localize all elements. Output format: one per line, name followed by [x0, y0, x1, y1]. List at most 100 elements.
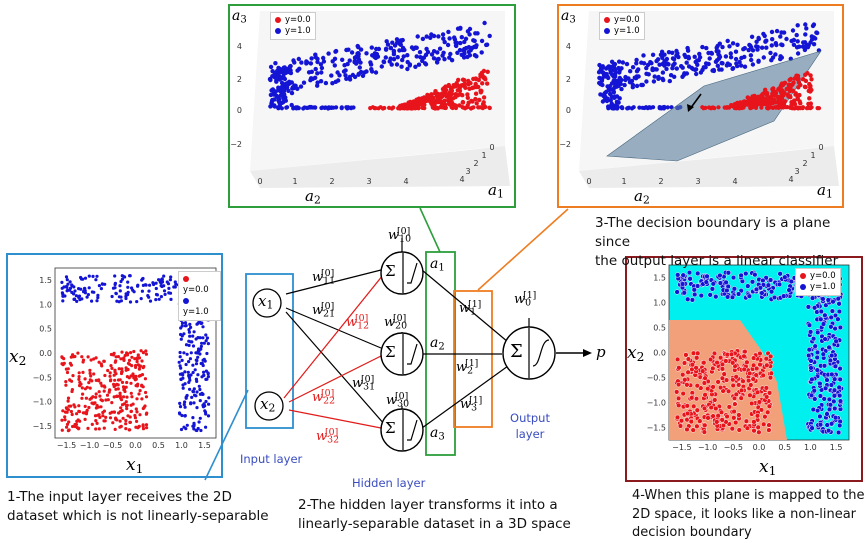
- weight-w22: w22[0]: [312, 388, 336, 407]
- class1-point: [694, 71, 699, 77]
- class1-point: [692, 54, 697, 59]
- class1-point: [191, 334, 195, 338]
- class1-point: [442, 39, 447, 45]
- class1-point: [670, 50, 675, 55]
- class0-point: [124, 385, 128, 389]
- class1-point: [187, 343, 191, 347]
- class1-point: [77, 295, 81, 299]
- class1-point: [180, 413, 184, 418]
- class1-point: [465, 29, 471, 34]
- class1-point: [742, 64, 748, 69]
- class1-point: [598, 82, 603, 87]
- class0-point: [803, 84, 808, 90]
- class0-point: [749, 400, 755, 407]
- boundary-plot-panel: −1.5 −1.0 −0.5 0.0 0.5 1.0 1.5 1.5 1.0 0.5 0.0 −0.5…: [625, 256, 863, 482]
- tick-label: 0: [257, 177, 262, 186]
- tick-label: 2: [802, 159, 807, 168]
- class1-point: [195, 428, 199, 433]
- tick-label: −1.0: [647, 399, 666, 408]
- class1-point: [613, 94, 618, 99]
- class1-point: [765, 282, 772, 288]
- class1-point: [659, 106, 664, 111]
- class1-point: [414, 45, 419, 50]
- legend-class1: y=1.0: [183, 307, 209, 317]
- class1-point: [637, 105, 642, 110]
- class1-point: [355, 43, 360, 49]
- class1-point: [641, 53, 646, 58]
- class1-point: [812, 396, 818, 402]
- class0-point: [720, 422, 727, 429]
- class0-point: [88, 378, 92, 382]
- class1-point: [178, 355, 182, 359]
- class1-point: [70, 290, 74, 294]
- class1-point: [271, 92, 277, 97]
- class0-point: [474, 101, 479, 106]
- class1-point: [321, 55, 326, 61]
- class1-point: [118, 289, 122, 293]
- class1-point: [358, 47, 364, 52]
- class0-point: [118, 425, 122, 429]
- class0-point: [116, 378, 121, 382]
- class1-point: [329, 105, 334, 110]
- class0-point: [726, 404, 732, 410]
- class0-point: [766, 96, 772, 101]
- class1-point: [828, 314, 834, 321]
- class0-point: [760, 372, 766, 379]
- tick-label: 4: [403, 177, 408, 186]
- legend-class0: y=0.0: [614, 15, 640, 25]
- class1-point: [60, 286, 64, 290]
- class1-point: [87, 286, 91, 290]
- tick-label: 4: [237, 42, 242, 51]
- class0-point: [119, 398, 124, 402]
- class1-point: [482, 20, 487, 26]
- class0-point: [113, 360, 117, 364]
- class0-point: [122, 387, 126, 392]
- class1-point: [420, 58, 425, 64]
- class0-point: [787, 88, 793, 94]
- weight-w11: w11[0]: [312, 268, 336, 287]
- weight-o1: w1[1]: [459, 299, 482, 318]
- class1-point: [166, 282, 171, 286]
- class1-point: [713, 294, 719, 300]
- class0-point: [724, 413, 730, 420]
- tick-label: 1.0: [804, 443, 817, 452]
- class0-point: [796, 76, 801, 82]
- class1-point: [626, 106, 631, 111]
- hidden-plot-legend: y=0.0 y=1.0: [270, 12, 316, 40]
- class1-point: [824, 422, 830, 428]
- class0-point: [106, 368, 110, 373]
- class1-point: [735, 291, 742, 297]
- class0-point: [767, 375, 774, 381]
- class1-point: [746, 47, 751, 53]
- class1-point: [723, 54, 729, 59]
- class1-point: [667, 78, 672, 84]
- class0-point: [134, 363, 138, 368]
- class1-point: [835, 296, 841, 302]
- class1-point: [694, 283, 701, 289]
- class0-point: [730, 360, 736, 366]
- class1-point: [64, 285, 68, 289]
- class1-point: [826, 344, 832, 351]
- class1-point: [60, 291, 64, 295]
- class1-point: [414, 54, 419, 59]
- class0-point: [138, 389, 142, 393]
- class0-point: [404, 103, 409, 108]
- class0-point: [67, 420, 71, 424]
- class1-point: [70, 284, 74, 288]
- legend-class0: y=0.0: [285, 15, 311, 25]
- sigma-out: Σ: [510, 341, 523, 362]
- class0-point: [743, 418, 750, 424]
- class1-point: [196, 373, 200, 377]
- class0-point: [761, 421, 767, 427]
- class1-point: [689, 65, 694, 71]
- class1-point: [355, 51, 360, 56]
- class1-point: [659, 49, 665, 54]
- class0-point: [684, 410, 691, 417]
- class1-point: [825, 297, 831, 303]
- class0-point: [124, 400, 128, 404]
- class0-point: [675, 395, 682, 402]
- class1-point: [824, 377, 830, 383]
- class0-point: [809, 77, 814, 82]
- class1-point: [803, 32, 808, 37]
- class0-point: [708, 106, 713, 111]
